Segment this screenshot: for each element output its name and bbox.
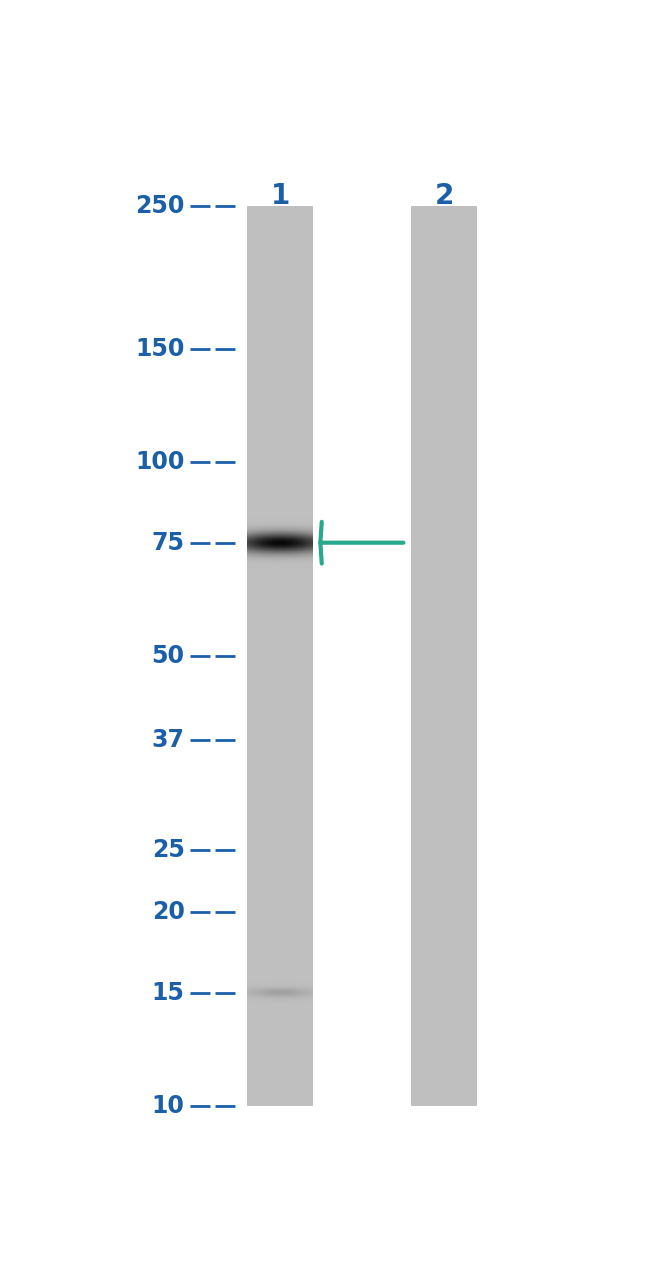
Text: 75: 75 [151, 531, 185, 555]
Text: 100: 100 [135, 451, 185, 474]
Text: 10: 10 [151, 1093, 185, 1118]
Text: 150: 150 [135, 337, 185, 361]
Text: 25: 25 [151, 838, 185, 862]
Text: 15: 15 [151, 980, 185, 1005]
Bar [411, 206, 476, 1106]
Text: 250: 250 [135, 194, 185, 218]
Text: 2: 2 [434, 182, 454, 210]
Bar [248, 206, 313, 1106]
Text: 50: 50 [151, 644, 185, 668]
Text: 20: 20 [151, 900, 185, 925]
Text: 1: 1 [270, 182, 290, 210]
Text: 37: 37 [151, 728, 185, 752]
